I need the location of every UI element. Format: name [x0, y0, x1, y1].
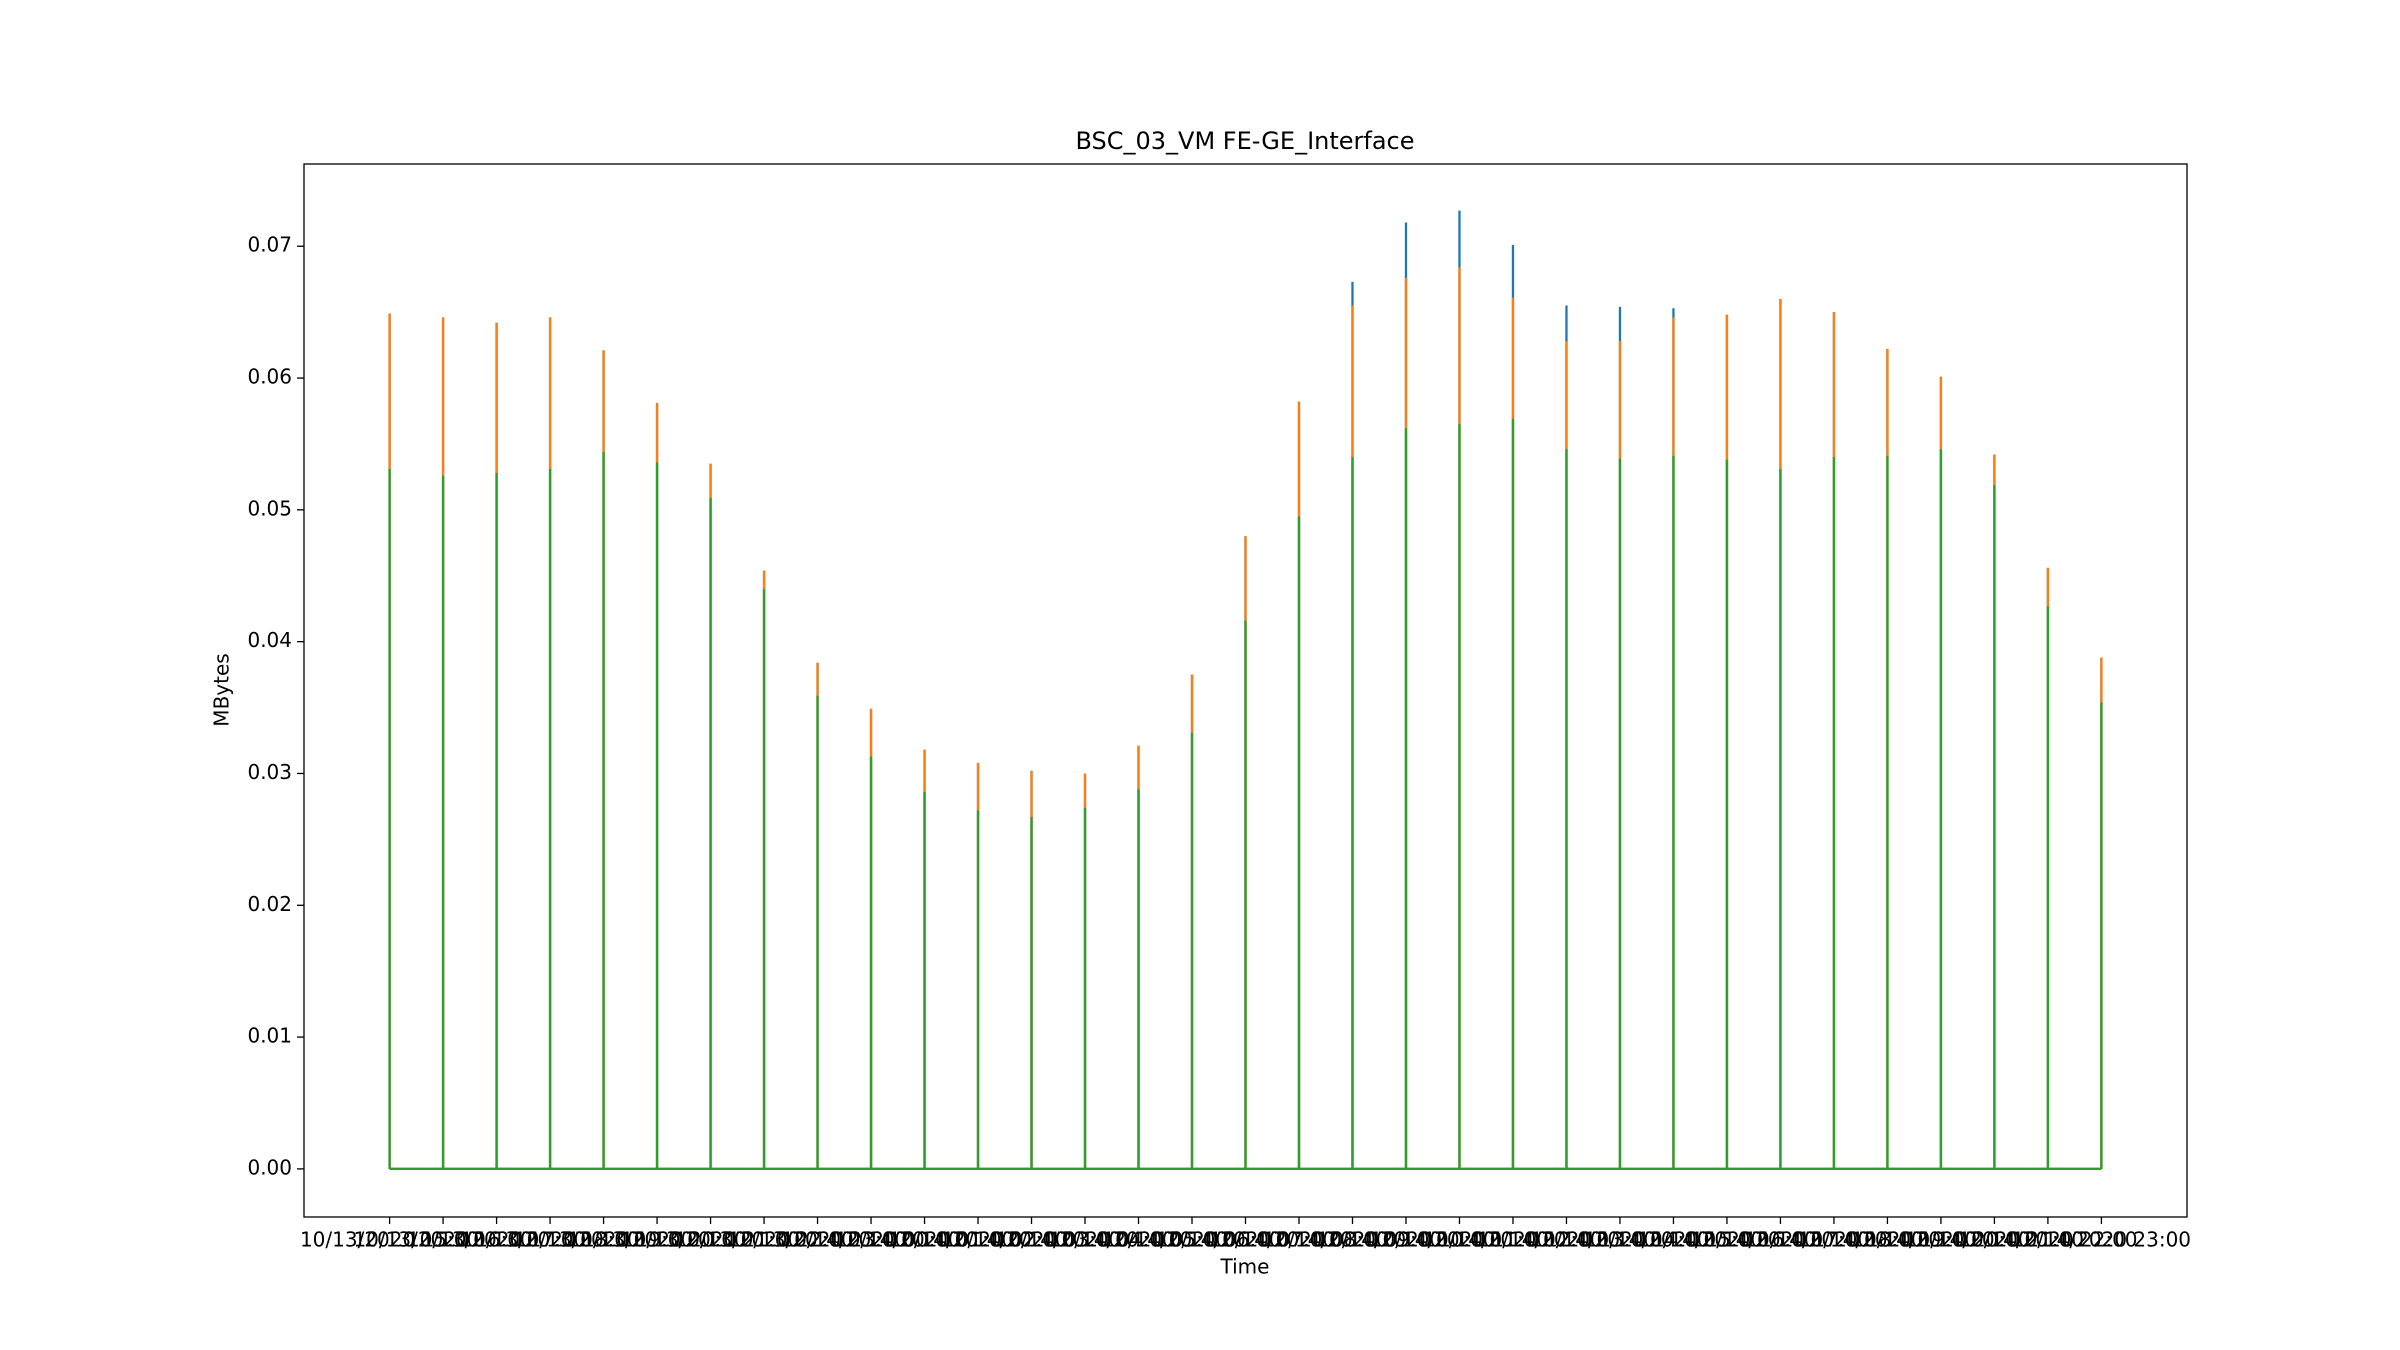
x-tick-label: 10/14/2020 01:00 — [835, 1228, 1014, 1252]
x-tick-label: 10/14/2020 06:00 — [1102, 1228, 1281, 1252]
x-tick-label: 10/13/2020 21:00 — [621, 1228, 800, 1252]
x-tick-label: 10/14/2020 00:00 — [781, 1228, 960, 1252]
x-tick-label: 10/14/2020 19:00 — [1798, 1228, 1977, 1252]
x-tick-label: 10/14/2020 20:00 — [1851, 1228, 2030, 1252]
x-tick-label: 10/14/2020 14:00 — [1530, 1228, 1709, 1252]
x-tick-label: 10/14/2020 10:00 — [1316, 1228, 1495, 1252]
x-tick-label: 10/14/2020 08:00 — [1209, 1228, 1388, 1252]
x-tick-label: 10/14/2020 05:00 — [1049, 1228, 1228, 1252]
y-tick-label: 0.04 — [247, 628, 292, 652]
x-tick-label: 10/14/2020 15:00 — [1584, 1228, 1763, 1252]
x-tick-label: 10/13/2020 18:00 — [460, 1228, 639, 1252]
x-tick-label: 10/14/2020 21:00 — [1905, 1228, 2084, 1252]
x-tick-label: 10/14/2020 12:00 — [1423, 1228, 1602, 1252]
y-tick-label: 0.00 — [247, 1155, 292, 1179]
y-tick-label: 0.02 — [247, 892, 292, 916]
x-tick-label: 10/13/2020 20:00 — [567, 1228, 746, 1252]
y-tick-label: 0.03 — [247, 760, 292, 784]
y-tick-label: 0.06 — [247, 365, 292, 389]
x-tick-label: 10/13/2020 17:00 — [407, 1228, 586, 1252]
x-tick-label: 10/13/2020 23:00 — [728, 1228, 907, 1252]
y-tick-label: 0.07 — [247, 233, 292, 257]
x-tick-label: 10/14/2020 09:00 — [1263, 1228, 1442, 1252]
x-tick-label: 10/13/2020 15:00 — [300, 1228, 479, 1252]
x-tick-label: 10/14/2020 07:00 — [1156, 1228, 1335, 1252]
x-tick-label: 10/13/2020 16:00 — [353, 1228, 532, 1252]
x-tick-label: 10/14/2020 03:00 — [942, 1228, 1121, 1252]
x-tick-label: 10/14/2020 23:00 — [2012, 1228, 2191, 1252]
y-axis-label: MBytes — [210, 653, 234, 726]
x-tick-label: 10/14/2020 04:00 — [995, 1228, 1174, 1252]
x-tick-label: 10/13/2020 22:00 — [674, 1228, 853, 1252]
x-tick-label: 10/14/2020 18:00 — [1744, 1228, 1923, 1252]
x-tick-label: 10/14/2020 11:00 — [1370, 1228, 1549, 1252]
y-tick-label: 0.01 — [247, 1024, 292, 1048]
x-tick-label: 10/14/2020 13:00 — [1477, 1228, 1656, 1252]
x-tick-label: 10/14/2020 17:00 — [1691, 1228, 1870, 1252]
x-tick-label: 10/13/2020 19:00 — [514, 1228, 693, 1252]
x-tick-label: 10/14/2020 02:00 — [888, 1228, 1067, 1252]
x-tick-label: 10/14/2020 16:00 — [1637, 1228, 1816, 1252]
y-tick-label: 0.05 — [247, 496, 292, 520]
chart-title: BSC_03_VM FE-GE_Interface — [1075, 127, 1414, 155]
plot-frame — [303, 163, 2188, 1218]
x-tick-label: 10/14/2020 22:00 — [1958, 1228, 2137, 1252]
x-axis-label: Time — [1220, 1255, 1270, 1279]
